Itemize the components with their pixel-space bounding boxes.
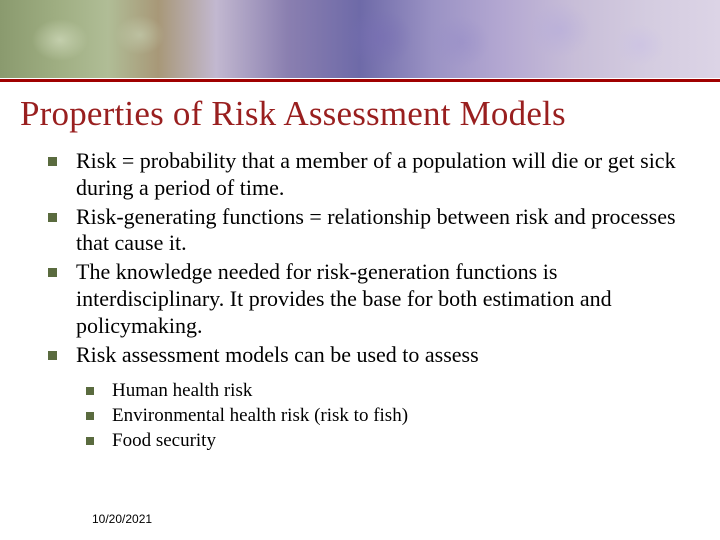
main-bullet-list: Risk = probability that a member of a po…: [20, 148, 700, 369]
bullet-text: Risk assessment models can be used to as…: [76, 342, 479, 367]
bullet-item: Risk = probability that a member of a po…: [48, 148, 700, 202]
bullet-item: Risk assessment models can be used to as…: [48, 342, 700, 369]
slide-content: Properties of Risk Assessment Models Ris…: [0, 82, 720, 454]
sub-bullet-list: Human health risk Environmental health r…: [20, 379, 700, 454]
sub-bullet-text: Food security: [112, 430, 216, 451]
sub-bullet-item: Environmental health risk (risk to fish): [86, 404, 700, 428]
bullet-text: Risk = probability that a member of a po…: [76, 148, 676, 200]
bullet-item: The knowledge needed for risk-generation…: [48, 259, 700, 339]
decorative-banner: [0, 0, 720, 82]
bullet-item: Risk-generating functions = relationship…: [48, 204, 700, 258]
slide-title: Properties of Risk Assessment Models: [20, 94, 700, 134]
footer-date: 10/20/2021: [92, 512, 152, 526]
sub-bullet-item: Food security: [86, 429, 700, 453]
bullet-text: Risk-generating functions = relationship…: [76, 204, 676, 256]
sub-bullet-text: Human health risk: [112, 380, 252, 401]
bullet-text: The knowledge needed for risk-generation…: [76, 259, 612, 338]
sub-bullet-item: Human health risk: [86, 379, 700, 403]
sub-bullet-text: Environmental health risk (risk to fish): [112, 405, 408, 426]
